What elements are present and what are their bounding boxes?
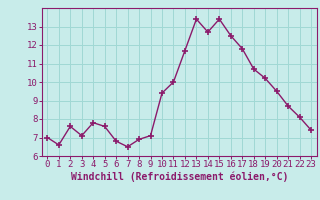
X-axis label: Windchill (Refroidissement éolien,°C): Windchill (Refroidissement éolien,°C) xyxy=(70,172,288,182)
